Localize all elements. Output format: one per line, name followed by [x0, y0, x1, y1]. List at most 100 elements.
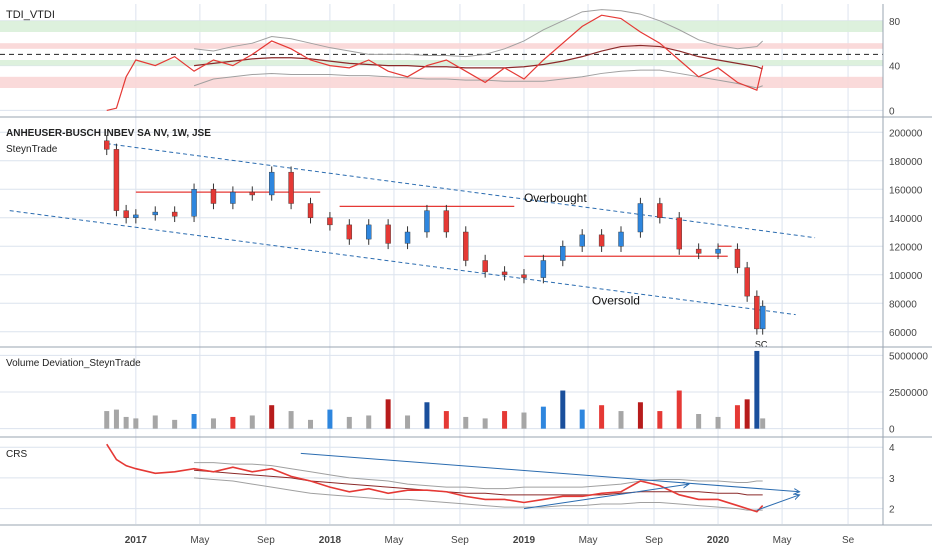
volume-bar: [521, 412, 527, 429]
candle-body: [366, 224, 372, 240]
volume-bar: [443, 411, 449, 429]
volume-bar: [424, 402, 430, 429]
candle-body: [113, 149, 120, 211]
volume-bar: [133, 418, 139, 429]
volume-title: Volume Deviation_SteynTrade: [6, 358, 141, 369]
volume-bar: [172, 419, 178, 429]
y-tick-label: 40: [889, 62, 901, 73]
candle-body: [123, 210, 129, 218]
volume-bar: [676, 390, 682, 429]
tdi-pane: [0, 9, 883, 111]
volume-bar: [308, 419, 314, 429]
price-trendline: [106, 143, 816, 239]
candle-body: [152, 211, 158, 216]
tdi-zone: [0, 20, 883, 32]
axis-layer: 8040020000018000016000014000012000010000…: [0, 4, 932, 546]
x-tick-label: May: [773, 535, 792, 546]
candle-body: [104, 140, 110, 150]
volume-bar: [104, 411, 110, 429]
volume-bar: [696, 414, 702, 429]
volume-bar: [760, 418, 766, 429]
x-tick-label: May: [385, 535, 404, 546]
volume-bar: [540, 406, 546, 429]
candle-body: [676, 217, 682, 250]
volume-bar: [288, 411, 294, 429]
x-tick-label: 2018: [319, 535, 342, 546]
candle-body: [715, 248, 721, 254]
x-tick-label: Sep: [645, 535, 663, 546]
candle-body: [133, 214, 139, 218]
price-pane: Overbought Oversold SC: [9, 135, 816, 349]
volume-bar: [657, 411, 663, 429]
x-tick-label: Se: [842, 535, 855, 546]
y-tick-label: 80: [889, 17, 901, 28]
volume-bar: [579, 409, 585, 429]
volume-bar: [269, 405, 275, 429]
volume-bar: [502, 411, 508, 429]
y-tick-label: 2: [889, 505, 895, 516]
crs-line: [106, 443, 764, 513]
volume-bar: [210, 418, 216, 429]
y-tick-label: 3: [889, 474, 895, 485]
x-tick-label: 2020: [707, 535, 730, 546]
crs-average-line: [194, 469, 763, 496]
volume-bar: [734, 405, 740, 429]
volume-bar: [405, 415, 411, 429]
volume-bar: [230, 416, 236, 429]
tdi-price-line: [106, 14, 764, 111]
candle-body: [598, 234, 605, 247]
y-tick-label: 60000: [889, 328, 917, 339]
price-annotation: SC: [755, 339, 768, 349]
volume-bar: [463, 416, 469, 429]
y-tick-label: 140000: [889, 214, 923, 225]
candle-body: [734, 248, 741, 268]
x-tick-label: Sep: [257, 535, 275, 546]
candle-body: [210, 189, 217, 204]
price-subtitle: SteynTrade: [6, 144, 58, 155]
candle-body: [171, 211, 178, 217]
candle-body: [191, 189, 197, 217]
candle-body: [463, 231, 469, 261]
volume-bar: [191, 414, 197, 429]
candle-body: [307, 203, 314, 218]
y-tick-label: 4: [889, 443, 895, 454]
candle-body: [637, 203, 644, 233]
crs-trendline: [300, 452, 800, 491]
candle-body: [759, 305, 766, 330]
y-tick-label: 80000: [889, 299, 917, 310]
candle-body: [695, 248, 702, 254]
candle-body: [521, 274, 527, 278]
volume-bar: [482, 418, 488, 429]
tdi-lower-band: [193, 69, 763, 89]
crs-upper-band: [194, 462, 763, 490]
candle-body: [288, 171, 294, 204]
crs-arrow: [756, 495, 800, 511]
candle-body: [268, 171, 275, 196]
price-trendline: [9, 210, 796, 316]
volume-bar: [113, 409, 119, 429]
candle-body: [230, 191, 236, 204]
y-tick-label: 0: [889, 106, 895, 117]
candle-body: [657, 203, 663, 218]
tdi-midline: [193, 44, 763, 70]
crs-pane: [106, 443, 800, 513]
tdi-zone: [0, 60, 883, 66]
volume-bar: [618, 411, 624, 429]
tdi-title: TDI_VTDI: [6, 9, 55, 21]
x-tick-label: 2017: [125, 535, 148, 546]
candle-body: [249, 191, 255, 196]
candle-body: [754, 295, 760, 330]
candle-body: [501, 271, 508, 275]
volume-bar: [327, 409, 333, 429]
candle-body: [385, 224, 391, 244]
y-tick-label: 5000000: [889, 351, 928, 362]
volume-bar: [637, 402, 643, 429]
candle-body: [744, 267, 750, 297]
candle-body: [424, 210, 430, 233]
crs-lower-band: [194, 477, 763, 511]
price-annotation: Oversold: [592, 294, 640, 308]
x-tick-label: 2019: [513, 535, 536, 546]
tdi-zone: [0, 43, 883, 49]
y-tick-label: 200000: [889, 128, 923, 139]
